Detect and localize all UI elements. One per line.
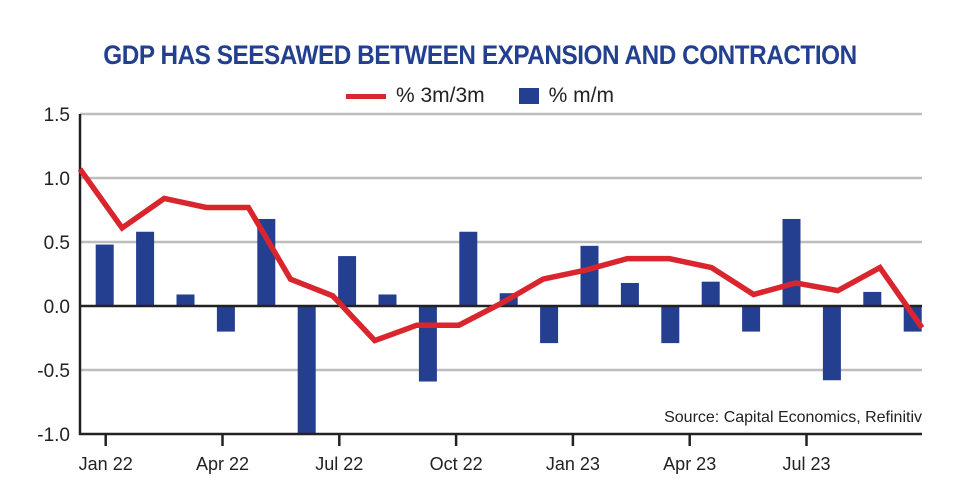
y-tick-label: 1.0	[44, 169, 70, 190]
legend: % 3m/3m % m/m	[0, 84, 960, 108]
bar-may-23	[742, 306, 761, 332]
bar-feb-23	[620, 282, 639, 306]
x-tick-label: Jan 23	[546, 454, 600, 474]
bar-jul-23	[822, 306, 841, 381]
legend-item-mm: % m/m	[518, 84, 614, 108]
legend-label: % m/m	[548, 84, 614, 107]
bar-oct-22	[459, 231, 478, 306]
y-tick-label: 0.5	[44, 233, 70, 254]
legend-item-3m3m: % 3m/3m	[345, 84, 485, 108]
bar-jan-22	[95, 244, 114, 306]
bar-jul-22	[338, 256, 357, 306]
bar-dec-22	[540, 306, 559, 344]
source-note: Source: Capital Economics, Refinitiv	[664, 409, 922, 426]
x-tick-label: Jul 23	[782, 454, 830, 474]
chart-title: GDP HAS SEESAWED BETWEEN EXPANSION AND C…	[103, 40, 857, 70]
y-tick-label: -0.5	[37, 361, 70, 382]
bar-aug-22	[378, 294, 397, 306]
bar-jun-22	[297, 306, 316, 434]
legend-line-swatch	[345, 93, 386, 99]
y-tick-label: 0.0	[44, 297, 70, 318]
bar-jan-23	[580, 245, 599, 306]
x-tick-label: Apr 22	[196, 454, 249, 474]
legend-bar-swatch	[518, 88, 539, 104]
x-tick-label: Oct 22	[430, 454, 483, 474]
legend-label: % 3m/3m	[395, 84, 485, 107]
bar-jun-23	[782, 218, 801, 306]
bar-sep-22	[418, 306, 437, 382]
bar-aug-23	[863, 291, 882, 306]
x-tick-label: Apr 23	[663, 454, 716, 474]
bar-apr-22	[216, 306, 235, 332]
bar-feb-22	[136, 231, 155, 306]
x-tick-label: Jul 22	[315, 454, 363, 474]
y-tick-label: -1.0	[37, 425, 70, 446]
x-tick-label: Jan 22	[79, 454, 133, 474]
bar-mar-22	[176, 294, 195, 306]
y-tick-label: 1.5	[44, 105, 70, 126]
bar-apr-23	[701, 281, 720, 306]
bar-mar-23	[661, 306, 680, 344]
